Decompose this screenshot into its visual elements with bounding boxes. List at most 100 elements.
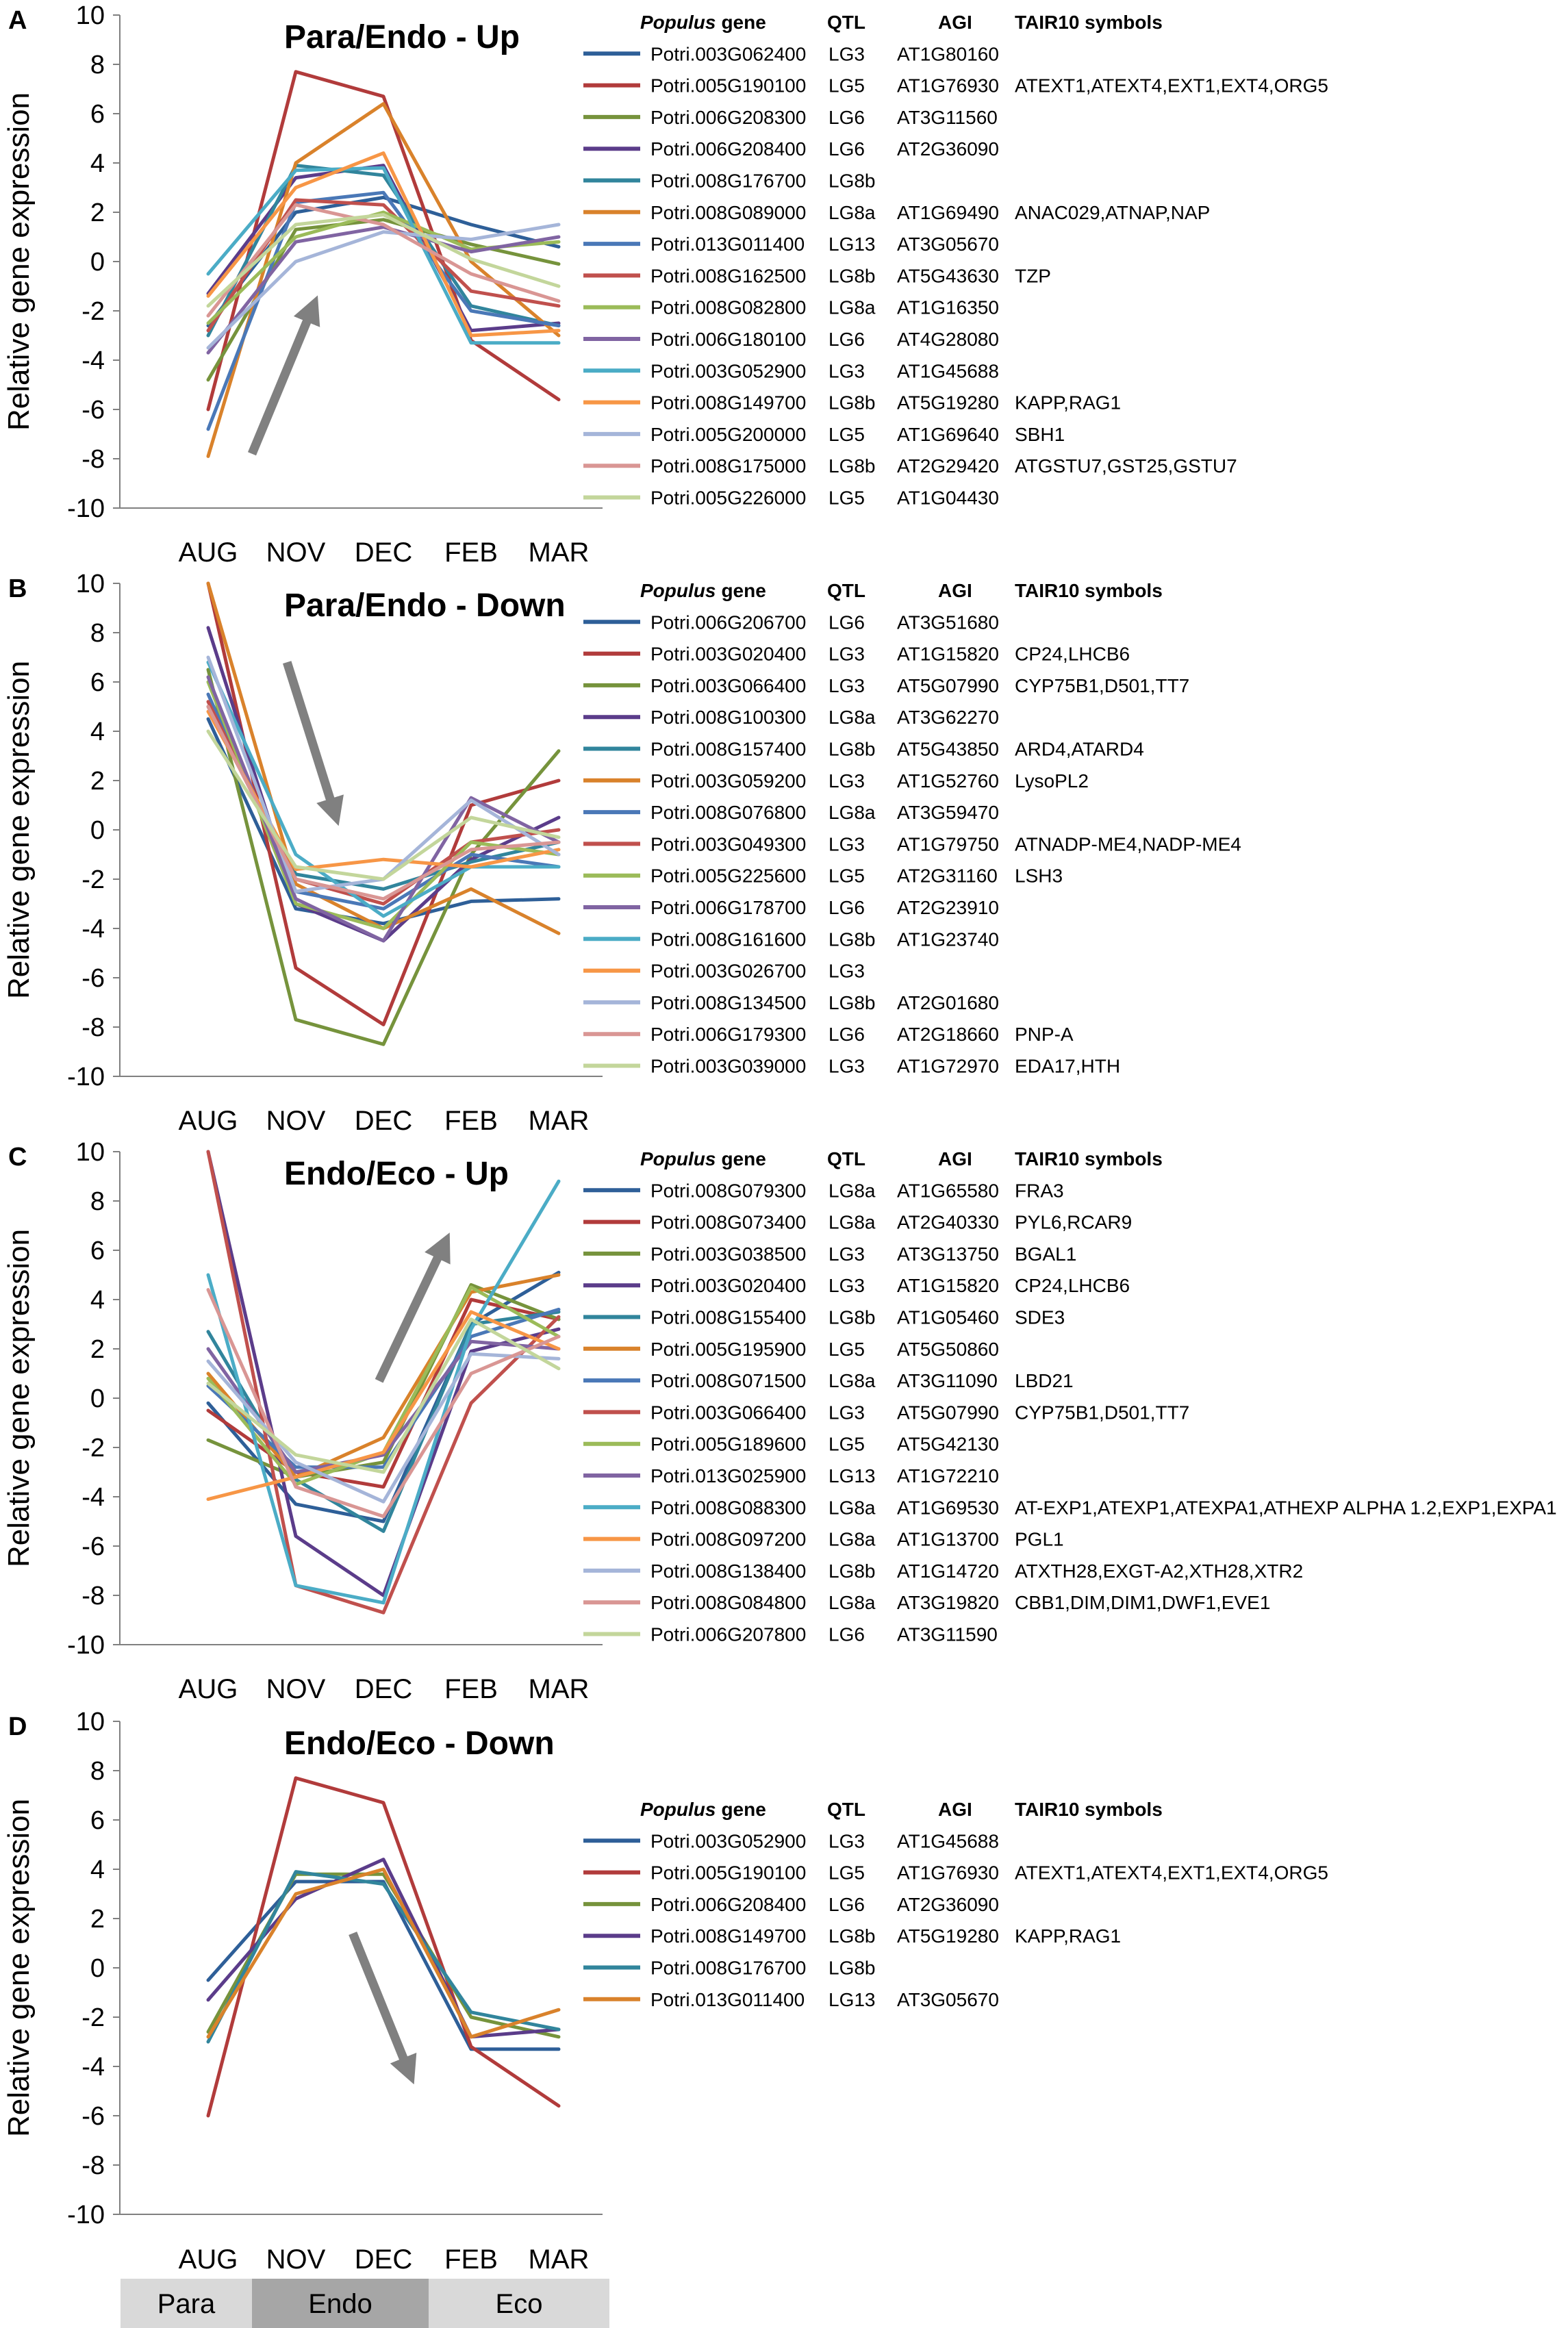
y-tick-label: -2 — [81, 297, 105, 326]
panel-title: Endo/Eco - Down — [284, 1725, 555, 1762]
legend-row: Potri.006G208400 LG6 AT2G36090 — [583, 138, 999, 160]
legend-qtl: LG5 — [829, 1862, 865, 1884]
legend-qtl: LG3 — [829, 1243, 865, 1265]
legend-gene-id: Potri.008G097200 — [650, 1529, 806, 1550]
y-tick-label: -4 — [81, 2053, 105, 2082]
legend-symbols: BGAL1 — [1015, 1243, 1076, 1265]
legend-row: Potri.008G079300 LG8a AT1G65580 FRA3 — [583, 1180, 1064, 1201]
legend-qtl: LG13 — [829, 1989, 876, 2010]
legend-qtl: LG8b — [829, 1560, 876, 1582]
y-tick-label: 0 — [90, 1954, 105, 1983]
legend-header-gene-prefix: Populus — [640, 12, 716, 33]
legend-row: Potri.003G039000 LG3 AT1G72970 EDA17,HTH — [583, 1056, 1120, 1077]
series-line — [206, 102, 561, 458]
legend-row: Potri.003G049300 LG3 AT1G79750 ATNADP-ME4,N… — [583, 833, 1241, 855]
series-line — [206, 70, 561, 412]
legend-row: Potri.008G175000 LG8b AT2G29420 ATGSTU7,GST… — [583, 455, 1237, 477]
legend-row: Potri.008G157400 LG8b AT5G43850 ARD4,ATARD4 — [583, 739, 1144, 760]
legend-gene-id: Potri.003G062400 — [650, 43, 806, 64]
legend-agi: AT5G07990 — [897, 1402, 999, 1423]
panel-title: Endo/Eco - Up — [284, 1156, 509, 1192]
legend-qtl: LG8a — [829, 802, 876, 823]
legend-gene-id: Potri.003G049300 — [650, 833, 806, 855]
x-tick-label-nov: NOV — [266, 1674, 326, 1704]
x-tick-label-dec: DEC — [355, 537, 412, 568]
legend-gene-id: Potri.006G208300 — [650, 107, 806, 128]
legend: Populus gene QTL AGI TAIR10 symbols Potri.003… — [583, 1799, 1328, 2010]
legend-symbols: PGL1 — [1015, 1529, 1064, 1550]
legend-agi: AT4G28080 — [897, 329, 999, 350]
x-tick-label-feb: FEB — [444, 2244, 498, 2275]
legend-agi: AT5G43630 — [897, 265, 999, 286]
legend-row: Potri.003G038500 LG3 AT3G13750 BGAL1 — [583, 1243, 1076, 1265]
legend-qtl: LG8a — [829, 1370, 876, 1391]
legend-agi: AT5G19280 — [897, 392, 999, 414]
legend-symbols: LSH3 — [1015, 865, 1063, 887]
legend-symbols: CYP75B1,D501,TT7 — [1015, 675, 1189, 696]
series-line — [206, 225, 561, 355]
legend-gene-id: Potri.005G225600 — [650, 865, 806, 887]
legend-symbols: SDE3 — [1015, 1307, 1065, 1328]
legend-agi: AT5G43850 — [897, 739, 999, 760]
x-tick-label-dec: DEC — [355, 1674, 412, 1704]
panel-letter: D — [8, 1712, 27, 1741]
legend-qtl: LG5 — [829, 865, 865, 887]
x-tick-label-feb: FEB — [444, 1106, 498, 1136]
legend-agi: AT2G36090 — [897, 1894, 999, 1915]
legend-symbols: LysoPL2 — [1015, 770, 1089, 792]
y-tick-label: -2 — [81, 865, 105, 894]
legend-gene-id: Potri.003G066400 — [650, 675, 806, 696]
x-tick-label-feb: FEB — [444, 1674, 498, 1704]
legend-qtl: LG8b — [829, 739, 876, 760]
legend-row: Potri.003G026700 LG3 — [583, 961, 865, 982]
legend-qtl: LG8b — [829, 928, 876, 950]
panel-d: D Relative gene expression 10 8 6 4 2 0 -2 -4 -6 -8… — [2, 1708, 1328, 2275]
legend-row: Potri.003G062400 LG3 AT1G80160 — [583, 43, 999, 64]
series-line — [206, 166, 561, 345]
y-tick-label: 4 — [90, 149, 105, 178]
legend-qtl: LG6 — [829, 1624, 865, 1645]
legend-row: Potri.003G066400 LG3 AT5G07990 CYP75B1,D501… — [583, 1402, 1189, 1423]
legend-gene-id: Potri.006G178700 — [650, 897, 806, 918]
y-tick-label: 4 — [90, 1856, 105, 1884]
legend-row: Potri.013G011400 LG13 AT3G05670 — [583, 233, 999, 255]
legend-header-symbols: TAIR10 symbols — [1015, 580, 1163, 601]
legend-row: Potri.005G190100 LG5 AT1G76930 ATEXT1,ATEXT… — [583, 1862, 1328, 1884]
legend-row: Potri.003G066400 LG3 AT5G07990 CYP75B1,D501… — [583, 675, 1189, 696]
legend-agi: AT1G69530 — [897, 1497, 999, 1518]
y-tick-label: 2 — [90, 1335, 105, 1364]
legend-row: Potri.008G071500 LG8a AT3G11090 LBD21 — [583, 1370, 1074, 1391]
legend-qtl: LG3 — [829, 43, 865, 64]
legend-qtl: LG6 — [829, 138, 865, 160]
legend-agi: AT1G45688 — [897, 360, 999, 381]
legend-qtl: LG6 — [829, 107, 865, 128]
legend-gene-id: Potri.006G206700 — [650, 611, 806, 633]
legend-symbols: KAPP,RAG1 — [1015, 392, 1121, 414]
legend-header-agi: AGI — [938, 1799, 972, 1820]
legend-agi: AT5G42130 — [897, 1434, 999, 1455]
legend-agi: AT3G05670 — [897, 233, 999, 255]
panel-title: Para/Endo - Down — [284, 587, 566, 624]
legend-qtl: LG3 — [829, 833, 865, 855]
legend-qtl: LG8b — [829, 1958, 876, 1979]
legend-gene-id: Potri.005G190100 — [650, 75, 806, 97]
legend-row: Potri.008G088300 LG8a AT1G69530 AT-EXP1,ATE… — [583, 1497, 1557, 1518]
legend-gene-id: Potri.003G066400 — [650, 1402, 806, 1423]
legend-row: Potri.005G226000 LG5 AT1G04430 — [583, 488, 999, 509]
y-axis-label: Relative gene expression — [2, 92, 36, 431]
legend-gene-id: Potri.005G200000 — [650, 424, 806, 445]
legend-qtl: LG3 — [829, 644, 865, 665]
series-line — [206, 1867, 561, 2039]
legend-gene-id: Potri.008G149700 — [650, 392, 806, 414]
legend-row: Potri.008G076800 LG8a AT3G59470 — [583, 802, 999, 823]
legend-qtl: LG8b — [829, 392, 876, 414]
legend-gene-id: Potri.003G020400 — [650, 1275, 806, 1296]
panel-b: B Relative gene expression 10 8 6 4 2 0 -2 -4 -6 -8… — [2, 570, 1241, 1136]
legend-symbols: CBB1,DIM,DIM1,DWF1,EVE1 — [1015, 1592, 1270, 1613]
legend-gene-id: Potri.005G226000 — [650, 488, 806, 509]
legend-row: Potri.008G089000 LG8a AT1G69490 ANAC029,ATN… — [583, 202, 1210, 223]
legend-gene-id: Potri.005G190100 — [650, 1862, 806, 1884]
legend-agi: AT2G23910 — [897, 897, 999, 918]
legend-qtl: LG6 — [829, 1024, 865, 1045]
legend-gene-id: Potri.005G189600 — [650, 1434, 806, 1455]
